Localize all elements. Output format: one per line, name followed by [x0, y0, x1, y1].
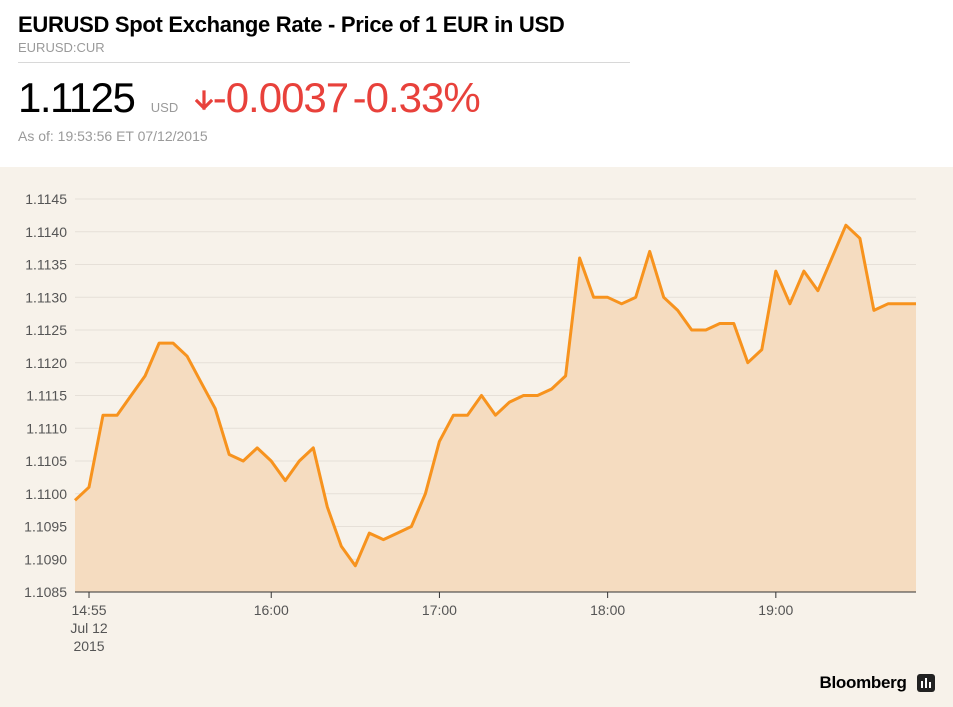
down-arrow-icon: [194, 90, 213, 117]
as-of-timestamp: As of: 19:53:56 ET 07/12/2015: [18, 128, 208, 144]
price-area-fill: [75, 225, 916, 592]
brand-logo[interactable]: Bloomberg: [820, 673, 935, 697]
bloomberg-terminal-icon: [917, 674, 935, 692]
chart-header: EURUSD Spot Exchange Rate - Price of 1 E…: [18, 10, 630, 63]
x-tick-label: Jul 12: [70, 620, 108, 636]
ticker-symbol: EURUSD:CUR: [18, 40, 630, 63]
y-tick-label: 1.1140: [25, 224, 67, 240]
y-tick-label: 1.1115: [26, 388, 67, 404]
x-tick-label: 19:00: [758, 602, 793, 618]
quote-row: 1.1125 USD -0.0037 -0.33%: [18, 74, 481, 124]
y-tick-label: 1.1145: [25, 191, 67, 207]
x-tick-label: 17:00: [422, 602, 457, 618]
y-tick-label: 1.1110: [26, 420, 67, 436]
x-tick-label: 14:55: [71, 602, 106, 618]
y-tick-label: 1.1130: [25, 289, 67, 305]
x-tick-label: 2015: [73, 638, 104, 654]
price-unit: USD: [150, 100, 179, 115]
page-title: EURUSD Spot Exchange Rate - Price of 1 E…: [18, 12, 565, 37]
y-tick-label: 1.1095: [24, 519, 67, 535]
price-change: -0.0037: [212, 74, 349, 121]
y-tick-label: 1.1085: [24, 584, 67, 600]
x-axis-ticks: 14:55 Jul 12 2015 16:00 17:00 18:00 19:00: [70, 592, 794, 654]
x-tick-label: 16:00: [254, 602, 289, 618]
y-tick-label: 1.1135: [25, 257, 67, 273]
y-tick-label: 1.1090: [24, 551, 67, 567]
y-tick-label: 1.1120: [25, 355, 67, 371]
brand-name: Bloomberg: [819, 673, 907, 692]
y-tick-label: 1.1105: [25, 453, 67, 469]
y-axis-ticks: 1.1085 1.1090 1.1095 1.1100 1.1105 1.1110 1.11…: [24, 191, 67, 600]
price-value: 1.1125: [18, 74, 136, 121]
price-change-percent: -0.33%: [352, 74, 481, 121]
y-tick-label: 1.1100: [25, 486, 67, 502]
y-tick-label: 1.1125: [25, 322, 67, 338]
x-tick-label: 18:00: [590, 602, 625, 618]
price-series-line: [73, 223, 916, 568]
